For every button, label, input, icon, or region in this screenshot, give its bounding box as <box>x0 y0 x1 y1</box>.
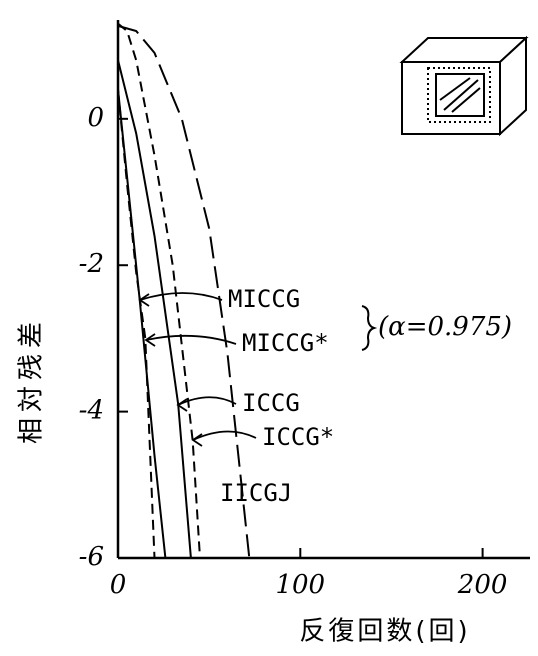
legend-label: ICCG <box>242 389 300 417</box>
x-tick-label: 100 <box>275 570 325 600</box>
arrow-head <box>191 433 203 447</box>
y-tick-label: -2 <box>79 249 104 279</box>
x-axis-label: 反復回数(回) <box>299 617 470 647</box>
series-line <box>117 24 251 559</box>
series-line <box>117 89 156 559</box>
x-tick-label: 200 <box>457 570 508 600</box>
legend-arrow <box>177 396 237 406</box>
x-tick-label: 0 <box>110 570 127 600</box>
y-tick-label: -4 <box>79 396 104 426</box>
y-axis-label: 相対残差 <box>17 316 47 444</box>
brace <box>361 305 378 351</box>
arrow-head <box>144 333 156 347</box>
legend-arrow <box>139 292 223 301</box>
series-line <box>117 22 201 559</box>
inset-icon <box>399 35 529 137</box>
annotation: (α=0.975) <box>378 312 512 342</box>
series-line <box>117 60 192 559</box>
arrow-head <box>176 398 188 412</box>
legend-label: IICGJ <box>220 479 292 507</box>
legend-arrow <box>192 430 257 441</box>
legend-arrow <box>145 334 237 345</box>
legend-label: MICCG* <box>242 329 329 357</box>
legend-label: MICCG <box>228 285 300 313</box>
legend-label: ICCG* <box>262 423 334 451</box>
y-tick-label: -6 <box>79 542 104 572</box>
y-tick-label: 0 <box>87 103 104 133</box>
